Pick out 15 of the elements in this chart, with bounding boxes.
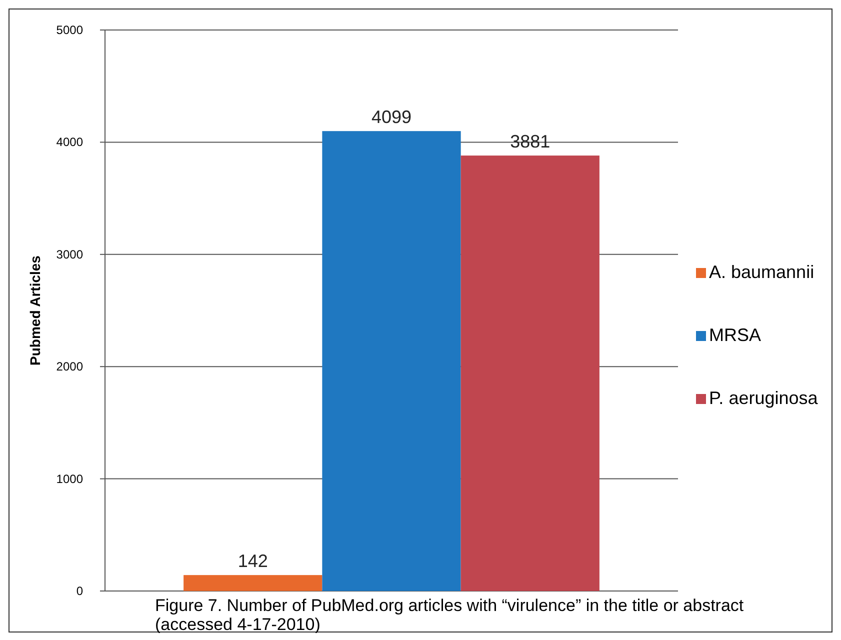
bar xyxy=(184,575,322,591)
y-tick-label: 0 xyxy=(76,584,84,598)
bar xyxy=(322,131,461,591)
data-label: 4099 xyxy=(371,107,412,128)
legend-label: MRSA xyxy=(709,325,762,345)
legend-label: A. baumannii xyxy=(709,262,814,282)
bar xyxy=(460,156,600,591)
y-tick-label: 4000 xyxy=(56,135,84,150)
y-tick-label: 5000 xyxy=(56,23,84,37)
data-label: 142 xyxy=(238,551,268,572)
y-tick-label: 3000 xyxy=(56,247,84,262)
y-axis-title: Pubmed Articles xyxy=(27,255,43,366)
y-tick-label: 1000 xyxy=(56,472,84,486)
legend-label: P. aeruginosa xyxy=(709,388,819,408)
y-tick-label: 2000 xyxy=(56,360,84,374)
